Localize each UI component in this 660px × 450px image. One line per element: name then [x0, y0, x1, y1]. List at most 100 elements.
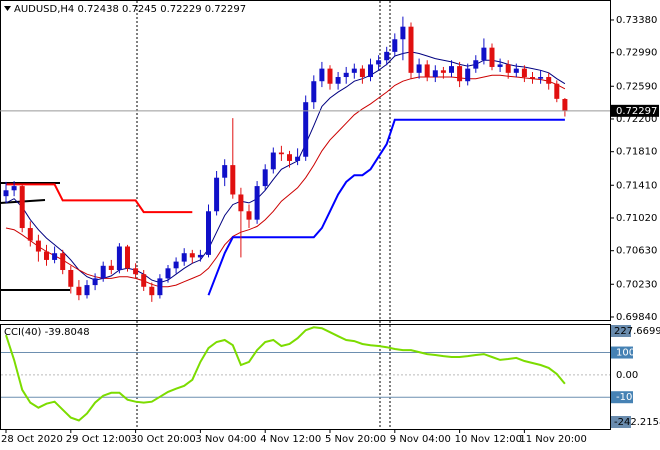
plot-layer: 0.73380 0.72990 0.72590 0.72200 0.71810 0.714…	[0, 15, 660, 445]
candle-body	[11, 186, 17, 191]
y-tick-label: 0.72590	[616, 81, 657, 92]
candle-body	[35, 240, 41, 252]
y-tick-label: 0.71020	[616, 213, 657, 224]
symbol: AUDUSD,H4	[14, 4, 74, 15]
candle-body	[554, 83, 560, 99]
cci-range-box	[611, 325, 631, 337]
candle-body	[287, 154, 292, 161]
candle-body	[92, 278, 98, 286]
menu-arrow[interactable]	[4, 6, 11, 11]
y-tick-label: 0.72990	[616, 48, 657, 59]
x-tick-label: 30 Oct 20:00	[131, 434, 196, 445]
candle-body	[230, 165, 236, 195]
candle-body	[3, 190, 9, 197]
cci-range-box	[611, 416, 631, 428]
candle-body	[68, 269, 74, 287]
candle-body	[513, 68, 519, 73]
candle-body	[359, 68, 365, 78]
candle-body	[222, 165, 228, 178]
candle-body	[392, 39, 398, 52]
chart-header: AUDUSD,H4 0.72438 0.7245 0.72229 0.72297	[14, 4, 246, 15]
open-value: 0.72438	[77, 4, 118, 15]
x-tick-label: 10 Nov 12:00	[455, 434, 522, 445]
candle-body	[27, 228, 33, 241]
y-tick-label: 0.70630	[616, 246, 657, 257]
candle-body	[206, 211, 211, 255]
cci-range-label: 227.6699	[614, 326, 660, 337]
indicator-line	[5, 51, 566, 284]
candle-body	[197, 254, 203, 258]
low-value: 0.72229	[160, 4, 201, 15]
candle-body	[562, 99, 568, 111]
candle-body	[449, 66, 454, 73]
candle-body	[157, 278, 163, 296]
candle-body	[262, 169, 268, 187]
candle-body	[173, 261, 179, 269]
y-tick-label: 0.70230	[616, 279, 657, 290]
x-tick-label: 29 Oct 12:00	[66, 434, 131, 445]
candle-body	[465, 68, 471, 82]
main-pane	[0, 0, 611, 321]
candle-body	[165, 268, 171, 279]
price-label-box	[611, 104, 659, 117]
x-tick-label: 11 Nov 20:00	[519, 434, 586, 445]
cci-tick-label: 0.00	[616, 370, 638, 381]
candle-body	[368, 64, 373, 78]
candle-body	[141, 274, 147, 287]
candle-body	[473, 60, 479, 69]
candle-body	[538, 77, 544, 79]
candle-body	[432, 70, 438, 78]
candle-body	[351, 68, 357, 73]
candle-body	[303, 102, 309, 157]
candle-body	[254, 186, 260, 220]
candle-body	[44, 251, 49, 260]
candle-body	[440, 70, 446, 73]
cci-value: -39.8048	[45, 327, 90, 338]
candle-body	[52, 253, 58, 260]
candle-body	[100, 265, 106, 279]
candle-body	[497, 64, 503, 67]
candle-body	[376, 60, 382, 65]
y-tick-label: 0.73380	[616, 15, 657, 26]
candle-body	[270, 152, 276, 170]
x-tick-label: 9 Nov 04:00	[390, 434, 451, 445]
close-value: 0.72297	[205, 4, 246, 15]
candle-body	[319, 68, 325, 82]
candle-body	[149, 286, 155, 296]
cci-pane	[0, 324, 611, 430]
y-tick-label: 0.71810	[616, 147, 657, 158]
y-tick-label: 0.71410	[616, 180, 657, 191]
candle-body	[189, 253, 195, 258]
candle-body	[521, 68, 527, 78]
candle-body	[311, 81, 317, 103]
candle-body	[238, 194, 244, 212]
indicator-line	[6, 183, 193, 214]
candle-body	[19, 186, 25, 229]
cci-range-label: -242.2158	[614, 417, 660, 428]
y-tick-label: 0.72200	[616, 114, 657, 125]
candle-body	[457, 66, 463, 82]
candle-body	[481, 47, 487, 61]
cci-tick-box	[611, 346, 633, 359]
candle-body	[214, 177, 220, 212]
candle-body	[76, 286, 82, 296]
cci-tick-box	[611, 391, 633, 404]
indicator-line	[5, 74, 566, 288]
candle-body	[489, 47, 495, 67]
indicator-line	[207, 118, 565, 296]
candle-body	[424, 64, 430, 78]
x-tick-label: 5 Nov 20:00	[325, 434, 386, 445]
candle-body	[84, 285, 90, 296]
candle-body	[416, 64, 422, 73]
candle-body	[108, 265, 114, 270]
candle-body	[505, 64, 511, 73]
candle-body	[384, 51, 390, 61]
candle-body	[116, 246, 122, 270]
candle-body	[133, 268, 139, 275]
cci-tick-label: -100	[616, 392, 639, 403]
x-tick-label: 28 Oct 2020	[1, 434, 63, 445]
candle-body	[327, 68, 333, 84]
candle-body	[60, 253, 66, 270]
candle-body	[343, 72, 349, 78]
